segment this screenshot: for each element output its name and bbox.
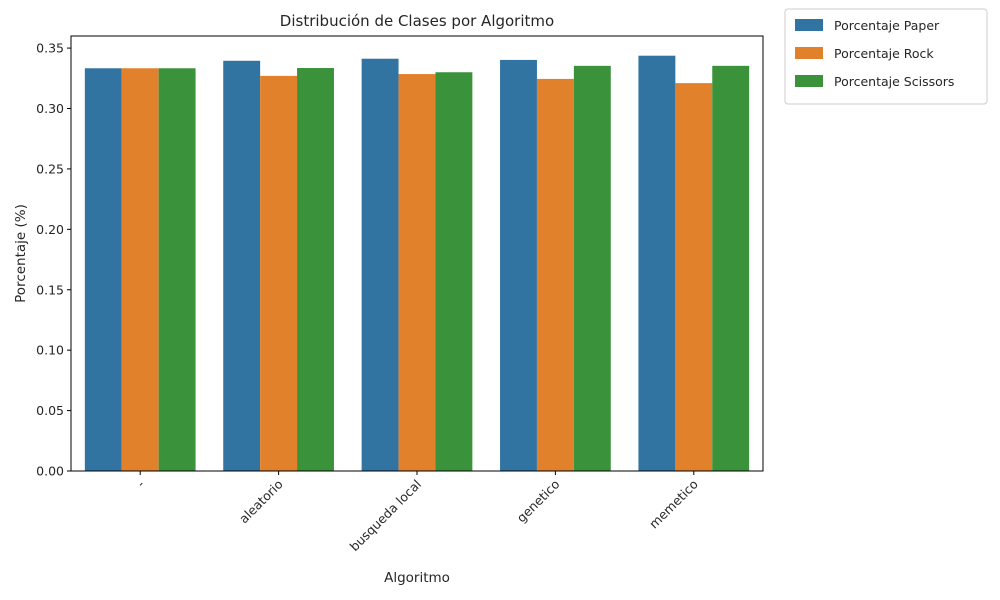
legend-swatch	[795, 47, 823, 59]
bar	[675, 83, 713, 471]
bar	[398, 74, 436, 471]
plot-frame	[70, 35, 764, 472]
bar	[158, 68, 196, 471]
x-tick-label: memetico	[646, 477, 701, 532]
y-axis: 0.00 0.05 0.10 0.15 0.20 0.25 0.30 0.35	[36, 41, 71, 479]
bar	[223, 60, 261, 471]
x-tick-label: aleatorio	[236, 477, 286, 527]
y-tick-label: 0.15	[36, 282, 64, 297]
bar	[361, 58, 399, 471]
legend-swatch	[795, 19, 823, 31]
legend-label: Porcentaje Rock	[834, 46, 934, 61]
bar	[260, 75, 298, 471]
bars	[84, 55, 750, 472]
y-tick-label: 0.10	[36, 343, 64, 358]
bar	[638, 55, 676, 472]
x-tick-label: -	[134, 477, 148, 491]
x-tick-label: busqueda local	[347, 477, 425, 555]
y-tick-label: 0.20	[36, 222, 64, 237]
bar	[435, 72, 473, 471]
legend-swatch	[795, 75, 823, 87]
y-tick-label: 0.30	[36, 101, 64, 116]
bar	[121, 68, 159, 471]
y-tick-label: 0.00	[36, 464, 64, 479]
y-tick-label: 0.35	[36, 41, 64, 56]
legend-label: Porcentaje Scissors	[834, 74, 954, 89]
bar	[573, 65, 611, 472]
x-axis: - aleatorio busqueda local genetico memetico	[134, 471, 701, 554]
legend-box	[784, 8, 988, 105]
legend: Porcentaje Paper Porcentaje Rock Porcentaj…	[784, 8, 988, 105]
bar	[297, 68, 334, 471]
bar	[500, 59, 537, 472]
chart-title: Distribución de Clases por Algoritmo	[280, 12, 554, 30]
legend-label: Porcentaje Paper	[834, 18, 940, 33]
x-axis-label: Algoritmo	[384, 570, 450, 586]
bar	[712, 65, 750, 472]
bar	[84, 68, 122, 471]
x-tick-label: genetico	[514, 477, 563, 526]
bar	[536, 78, 574, 471]
y-axis-label: Porcentaje (%)	[13, 204, 29, 303]
y-tick-label: 0.25	[36, 161, 64, 176]
y-tick-label: 0.05	[36, 403, 64, 418]
